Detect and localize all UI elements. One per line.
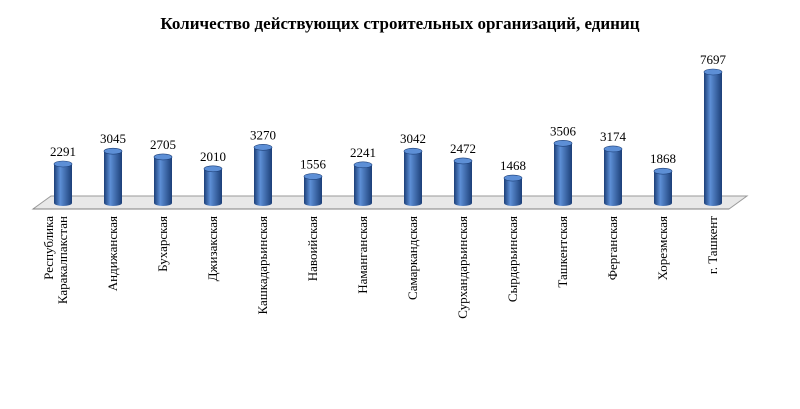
- bar: [303, 173, 323, 206]
- data-label: 3045: [100, 131, 126, 146]
- bar-body: [204, 168, 222, 206]
- data-label: 2705: [150, 137, 176, 152]
- category-label: Ташкентская: [555, 216, 570, 288]
- bar: [353, 161, 373, 206]
- category-label: Ферганская: [605, 216, 620, 280]
- bar-body: [154, 156, 172, 206]
- chart-floor: [31, 195, 749, 210]
- bar-top: [403, 147, 423, 155]
- data-label: 3506: [550, 123, 577, 138]
- bar: [253, 144, 273, 206]
- chart-title: Количество действующих строительных орга…: [160, 14, 640, 33]
- category-label: Республика: [41, 216, 56, 280]
- data-label: 1468: [500, 158, 526, 173]
- category-label: Сырдарьинская: [505, 216, 520, 302]
- bar-body: [604, 148, 622, 206]
- bar-body: [54, 164, 72, 206]
- category-label: Навоийская: [305, 216, 320, 281]
- bar: [103, 147, 123, 206]
- bar-top: [703, 68, 723, 76]
- bar: [603, 145, 623, 206]
- bar: [203, 165, 223, 206]
- bar-body: [404, 151, 422, 206]
- bar-body: [304, 176, 322, 206]
- bar-body: [654, 171, 672, 206]
- category-label: г. Ташкент: [705, 216, 720, 274]
- bar-body: [104, 151, 122, 206]
- bar: [553, 140, 573, 206]
- category-label: Бухарская: [155, 216, 170, 272]
- bar-top: [253, 144, 273, 151]
- data-label: 3042: [400, 131, 426, 146]
- category-label: Сурхандарьинская: [455, 216, 470, 319]
- bar: [653, 167, 673, 206]
- bar-top: [553, 140, 573, 147]
- bar-top: [103, 147, 123, 155]
- bar-top: [203, 165, 223, 173]
- bar: [503, 174, 523, 206]
- bar-body: [554, 143, 572, 206]
- category-label: Наманганская: [355, 216, 370, 294]
- data-label: 2010: [200, 149, 226, 164]
- data-label: 7697: [700, 52, 727, 67]
- bar-top: [153, 153, 173, 161]
- bar-top: [303, 173, 323, 180]
- bar-top: [453, 157, 473, 165]
- category-label: Андижанская: [105, 216, 120, 291]
- bar-body: [354, 164, 372, 206]
- bar-body: [454, 160, 472, 206]
- data-label: 2241: [350, 145, 376, 160]
- bar: [153, 153, 173, 206]
- bar-top: [503, 174, 523, 182]
- bar-top: [653, 167, 673, 175]
- category-label: Хорезмская: [655, 216, 670, 280]
- category-label: Каракалпакстан: [55, 216, 70, 304]
- bar-top: [53, 160, 73, 168]
- data-label: 2291: [50, 144, 76, 159]
- data-label: 1556: [300, 157, 327, 172]
- bar-body: [704, 72, 722, 206]
- bar-top: [603, 145, 623, 153]
- bar: [703, 68, 723, 206]
- category-label: Самаркандская: [405, 216, 420, 300]
- bar: [53, 160, 73, 206]
- bar: [453, 157, 473, 206]
- category-label: Кашкадарьинская: [255, 216, 270, 315]
- data-label: 1868: [650, 151, 676, 166]
- data-label: 3270: [250, 127, 276, 142]
- bar-body: [254, 147, 272, 206]
- category-label: Джизакская: [205, 216, 220, 281]
- data-label: 2472: [450, 141, 476, 156]
- bar-top: [353, 161, 373, 169]
- bar: [403, 147, 423, 206]
- bar-body: [504, 178, 522, 206]
- data-label: 3174: [600, 129, 627, 144]
